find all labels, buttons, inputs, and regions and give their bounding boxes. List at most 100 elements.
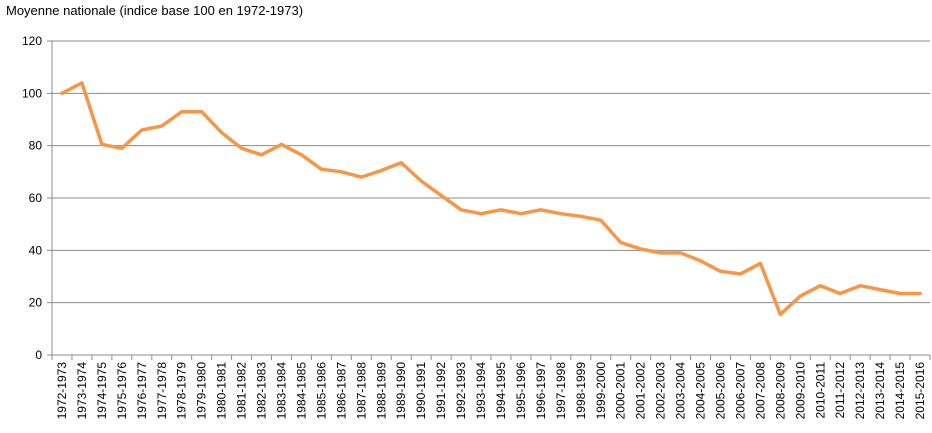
x-tick-label: 1981-1982 [235, 362, 249, 420]
x-tick-label: 1982-1983 [255, 362, 269, 420]
data-point [319, 167, 323, 171]
x-tick-label: 1972-1973 [55, 362, 69, 420]
y-tick-label: 120 [22, 34, 42, 48]
x-tick-label: 2002-2003 [654, 362, 668, 420]
x-tick-label: 2008-2009 [773, 362, 787, 420]
data-point [678, 251, 683, 255]
x-tick-label: 1984-1985 [294, 362, 308, 420]
x-tick-label: 1977-1978 [155, 362, 169, 420]
x-tick-label: 1986-1987 [334, 362, 348, 420]
x-tick-label: 1979-1980 [195, 362, 209, 420]
x-axis-ticks: 1972-1973 1973-1974 1974-1975 1975-1976 1976… [55, 362, 927, 420]
data-point [738, 272, 743, 276]
x-tick-label: 1994-1995 [494, 362, 508, 420]
data-point [659, 251, 663, 255]
series-layer [60, 81, 922, 317]
data-point [200, 110, 204, 114]
data-point [100, 142, 104, 146]
x-tick-label: 1995-1996 [514, 362, 528, 420]
data-point [379, 168, 383, 173]
y-tick-label: 20 [29, 296, 43, 310]
data-point [439, 193, 443, 197]
x-tick-label: 1988-1989 [374, 362, 388, 420]
x-tick-label: 1990-1991 [414, 362, 428, 420]
x-tick-label: 1991-1992 [434, 362, 448, 420]
data-point [798, 294, 802, 298]
y-axis-ticks: 0 20 40 60 80 100 120 [22, 34, 42, 362]
x-tick-label: 1997-1998 [554, 362, 568, 420]
data-point [419, 179, 423, 183]
chart-title: Moyenne nationale (indice base 100 en 19… [6, 3, 304, 18]
data-point [698, 259, 703, 263]
data-point [818, 284, 822, 288]
data-point [299, 153, 304, 157]
data-point [120, 146, 124, 150]
data-point [539, 208, 543, 212]
x-tick-label: 2003-2004 [674, 362, 688, 420]
data-point [80, 81, 84, 85]
data-point [838, 291, 842, 296]
y-tick-label: 80 [29, 139, 43, 153]
series-line [60, 81, 922, 317]
data-point [599, 218, 603, 222]
x-tick-label: 2006-2007 [733, 362, 747, 420]
y-tick-label: 40 [29, 243, 43, 257]
x-tick-label: 1996-1997 [534, 362, 548, 420]
data-point [579, 214, 583, 218]
x-tick-label: 2010-2011 [813, 362, 827, 419]
x-tick-label: 2001-2002 [634, 362, 648, 420]
data-point [479, 212, 483, 216]
data-point [918, 291, 922, 296]
data-point [898, 291, 902, 296]
data-point [220, 130, 224, 135]
x-tick-label: 2015-2016 [913, 362, 927, 420]
data-point [459, 208, 463, 212]
data-point [180, 110, 184, 114]
data-point [359, 175, 363, 179]
x-tick-label: 1989-1990 [394, 362, 408, 420]
data-point [60, 91, 64, 95]
x-tick-label: 1993-1994 [474, 362, 488, 420]
data-point [279, 142, 284, 146]
x-tick-label: 1992-1993 [454, 362, 468, 420]
data-point [878, 287, 882, 292]
x-tick-label: 1987-1988 [354, 362, 368, 420]
y-tick-label: 0 [35, 348, 42, 362]
data-point [758, 261, 762, 266]
x-tick-label: 2009-2010 [793, 362, 807, 420]
x-tick-label: 1983-1984 [274, 362, 288, 420]
data-point [160, 124, 164, 128]
x-tick-label: 2004-2005 [694, 362, 708, 420]
x-tick-label: 2013-2014 [873, 362, 887, 420]
data-point [778, 312, 782, 317]
data-point [259, 153, 264, 157]
x-tick-label: 2012-2013 [853, 362, 867, 420]
x-tick-label: 1974-1975 [95, 362, 109, 420]
data-point [140, 128, 144, 132]
data-point [559, 212, 563, 216]
x-tick-label: 2000-2001 [614, 362, 628, 420]
x-tick-label: 1999-2000 [594, 362, 608, 420]
x-tick-label: 1978-1979 [175, 362, 189, 420]
x-tick-label: 1980-1981 [215, 362, 229, 420]
data-point [399, 161, 403, 165]
x-tick-label: 1973-1974 [75, 362, 89, 420]
data-point [858, 284, 862, 288]
x-tick-label: 1998-1999 [574, 362, 588, 420]
data-point [239, 146, 244, 150]
x-tick-label: 1975-1976 [115, 362, 129, 420]
x-tick-label: 1976-1977 [135, 362, 149, 420]
data-point [499, 208, 503, 212]
x-tick-label: 2011-2012 [833, 362, 847, 419]
data-point [619, 240, 623, 245]
y-tick-label: 100 [22, 86, 42, 100]
data-point [339, 170, 343, 174]
grid-layer [47, 40, 931, 360]
x-tick-label: 2007-2008 [753, 362, 767, 420]
x-tick-label: 2005-2006 [713, 362, 727, 420]
y-tick-label: 60 [29, 191, 43, 205]
x-tick-label: 2014-2015 [893, 362, 907, 420]
data-point [519, 212, 523, 216]
data-point [639, 247, 643, 251]
